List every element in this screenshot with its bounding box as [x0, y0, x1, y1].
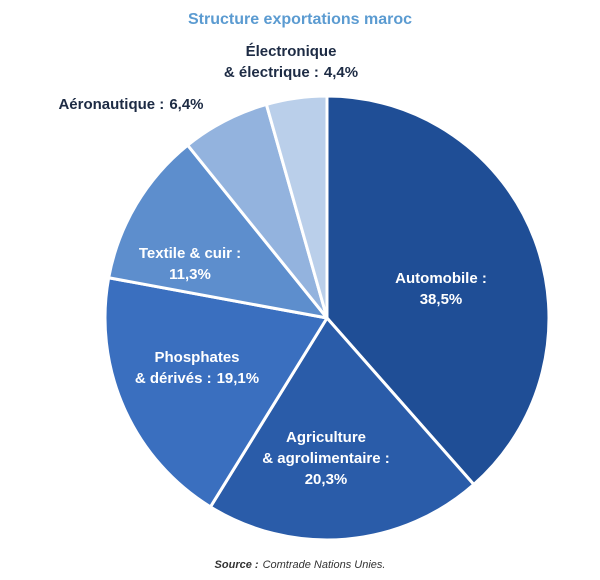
value-label: 19,1% [217, 370, 260, 387]
slice-label: Aéronautique : 6,4% [58, 96, 203, 113]
value-label: 11,3% [169, 266, 211, 283]
source-label: Source : [215, 559, 259, 571]
value-label: 20,3% [305, 471, 348, 488]
pie-slice [325, 94, 551, 487]
pie-slice [103, 276, 329, 509]
value-label: 4,4% [324, 64, 358, 81]
label-line: Aéronautique : [58, 96, 164, 113]
chart-title: Structure exportations maroc [188, 11, 412, 28]
slice-label: Phosphates & dérivés : 19,1% [135, 349, 259, 387]
label-line: Phosphates [154, 349, 239, 366]
label-line: Textile & cuir : [139, 245, 241, 262]
slice-label: Agriculture & agrolimentaire : 20,3% [262, 429, 390, 488]
label-line: & électrique : [224, 64, 319, 81]
label-line: Automobile : [395, 270, 487, 287]
label-line: & agrolimentaire : [262, 450, 390, 467]
label-line: Agriculture [286, 429, 366, 446]
pie-slice [208, 316, 476, 542]
source: Source : Comtrade Nations Unies. [215, 559, 386, 571]
value-label: 6,4% [169, 96, 203, 113]
pie-slice [264, 94, 329, 320]
slices [103, 94, 551, 542]
label-line: Électronique [246, 43, 337, 60]
label-line: & dérivés : [135, 370, 212, 387]
slice-label: Électronique & électrique : 4,4% [224, 43, 358, 81]
source-text: Comtrade Nations Unies. [263, 559, 386, 571]
value-label: 38,5% [420, 291, 463, 308]
pie-slice [107, 143, 329, 320]
slice-label: Automobile : 38,5% [395, 270, 487, 308]
slice-label: Textile & cuir : 11,3% [139, 245, 241, 283]
